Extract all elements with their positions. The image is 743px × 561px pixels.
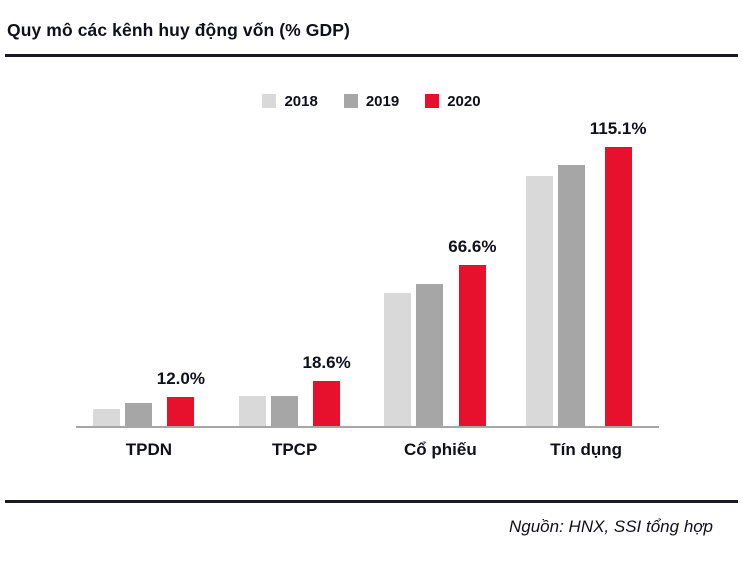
source-note: Nguồn: HNX, SSI tổng hợp — [509, 517, 713, 536]
bar-2018-cat2 — [384, 293, 412, 426]
bar-2019-cat2 — [416, 284, 444, 426]
x-axis-label-2: Cổ phiếu — [404, 440, 477, 459]
bar-2018-cat0 — [92, 409, 120, 426]
bar-2018-cat3 — [525, 176, 553, 426]
bar-group-2: 66.6% — [368, 237, 514, 426]
bar-wrap-2020-cat2: 66.6% — [448, 237, 496, 426]
x-axis-label-0: TPDN — [125, 440, 173, 459]
bar-wrap-2020-cat1: 18.6% — [303, 353, 351, 426]
bar-2019-cat1 — [270, 396, 298, 426]
x-axis-label-3: Tín dụng — [550, 440, 622, 459]
bar-group-3: 115.1% — [513, 119, 659, 426]
top-divider — [5, 54, 738, 57]
legend-label-2018: 2018 — [284, 92, 318, 110]
bar-wrap-2020-cat0: 12.0% — [157, 369, 205, 426]
plot-area: 12.0% 18.6% 66.6% 115.1% — [76, 119, 659, 428]
chart-title: Quy mô các kênh huy động vốn (% GDP) — [7, 20, 350, 40]
bar-wrap-2020-cat3: 115.1% — [589, 119, 647, 426]
legend-item-2019: 2019 — [343, 92, 400, 110]
bar-2020-cat2 — [458, 265, 486, 426]
bar-wrap-2019-cat0 — [124, 403, 152, 426]
bar-2019-cat0 — [124, 403, 152, 426]
bar-chart: 2018 2019 2020 12.0% 18.6% 66.6% 115.1% TPDN T… — [0, 91, 743, 460]
bar-wrap-2018-cat2 — [384, 293, 412, 426]
legend-label-2020: 2020 — [447, 92, 481, 110]
bar-value-label: 12.0% — [156, 369, 205, 388]
bar-group-0: 12.0% — [76, 369, 222, 426]
bar-wrap-2018-cat3 — [525, 176, 553, 426]
legend-label-2019: 2019 — [365, 92, 400, 110]
bar-wrap-2018-cat0 — [92, 409, 120, 426]
bar-value-label: 115.1% — [589, 119, 647, 138]
legend-swatch-2018 — [262, 94, 277, 108]
bar-wrap-2019-cat1 — [270, 396, 298, 426]
bottom-divider — [5, 500, 738, 503]
bar-group-1: 18.6% — [222, 353, 368, 426]
x-axis-labels: TPDN TPCP Cổ phiếu Tín dụng — [76, 440, 659, 460]
legend-item-2018: 2018 — [262, 92, 318, 110]
chart-legend: 2018 2019 2020 — [0, 91, 743, 111]
legend-swatch-2020 — [425, 94, 440, 108]
bar-2020-cat3 — [604, 147, 632, 426]
bar-wrap-2019-cat2 — [416, 284, 444, 426]
bar-wrap-2018-cat1 — [238, 396, 266, 426]
bar-value-label: 66.6% — [448, 237, 497, 256]
x-axis-label-1: TPCP — [271, 440, 318, 459]
legend-item-2020: 2020 — [425, 92, 481, 110]
bar-value-label: 18.6% — [302, 353, 351, 372]
legend-swatch-2019 — [343, 94, 358, 108]
bar-2020-cat0 — [167, 397, 195, 426]
bar-wrap-2019-cat3 — [557, 165, 585, 426]
bar-2020-cat1 — [313, 381, 341, 426]
bar-2019-cat3 — [557, 165, 585, 426]
bar-2018-cat1 — [238, 396, 266, 426]
